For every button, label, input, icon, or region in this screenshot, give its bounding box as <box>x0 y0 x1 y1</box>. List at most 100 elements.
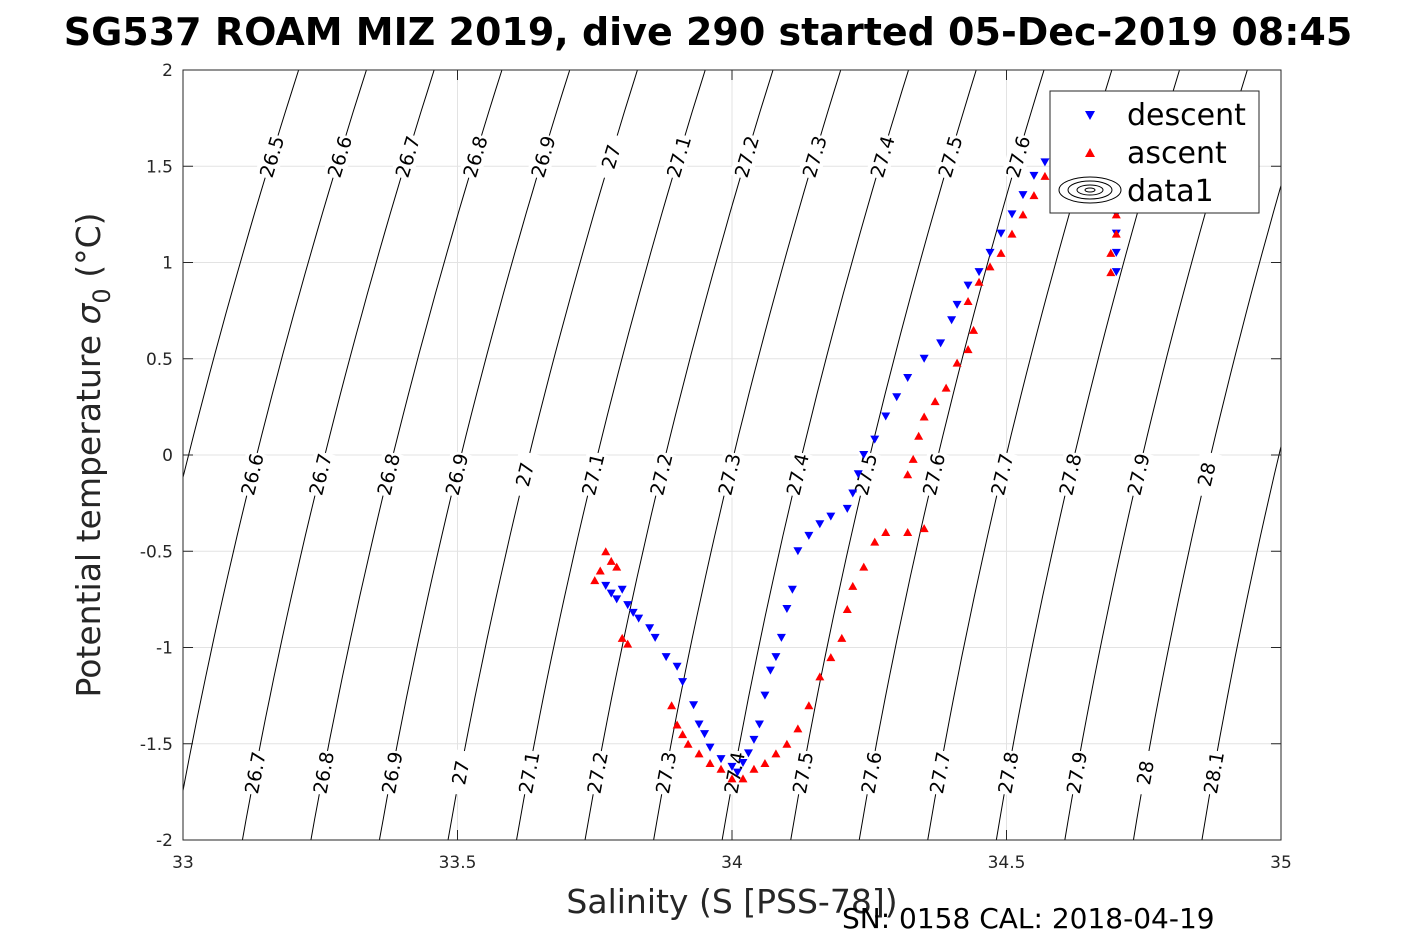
contour-label-gap <box>713 450 745 499</box>
descent-point <box>952 300 962 309</box>
descent-point <box>996 229 1006 238</box>
descent-point <box>804 531 814 540</box>
x-tick-label: 34.5 <box>988 853 1026 873</box>
contour-label-gap <box>1001 132 1035 181</box>
ascent-point <box>919 524 929 533</box>
descent-point <box>936 339 946 348</box>
descent-point <box>623 601 633 610</box>
contour-label-gap <box>576 450 609 499</box>
y-tick-label: -1 <box>156 639 173 659</box>
x-axis-ticks: 33 33.5 34 34.5 35 <box>172 70 1292 873</box>
ascent-point <box>727 774 737 783</box>
chart-title: SG537 ROAM MIZ 2019, dive 290 started 05… <box>64 10 1353 54</box>
descent-point <box>601 581 611 590</box>
ascent-point <box>760 759 770 767</box>
ascent-point <box>672 720 682 729</box>
descent-point <box>826 512 836 521</box>
contour-label-gap <box>650 748 681 797</box>
descent-point <box>903 374 913 382</box>
ascent-point <box>1040 171 1050 180</box>
ascent-point <box>606 556 616 565</box>
descent-point <box>1040 158 1050 167</box>
ascent-point <box>903 528 913 536</box>
descent-point <box>947 316 957 325</box>
descent-point <box>617 585 627 594</box>
contour-label-gap <box>797 132 832 181</box>
contour-label-gap <box>239 748 270 797</box>
ascent-point <box>749 764 759 773</box>
contour-label-gap <box>458 132 492 181</box>
contour-label-gap <box>1054 450 1086 499</box>
y-tick-label: -2 <box>156 831 173 851</box>
y-axis-label-text: Potential temperature <box>69 325 108 698</box>
ascent-point <box>683 739 693 748</box>
ascent-point <box>837 633 847 642</box>
descent-point <box>892 393 902 402</box>
ascent-point <box>826 653 836 662</box>
descent-point <box>628 608 638 617</box>
ascent-point <box>1018 210 1028 219</box>
contour-label-gap <box>787 748 818 797</box>
contour-label-group: 27.4 <box>719 748 750 797</box>
contour-label-gap <box>1198 749 1229 797</box>
descent-point <box>634 614 644 623</box>
descent-point <box>859 451 869 459</box>
ascent-point <box>667 701 677 710</box>
contour-label-gap <box>508 450 541 499</box>
ascent-point <box>623 639 633 648</box>
contour-label-gap <box>322 132 357 181</box>
contour-label-gap <box>933 132 967 181</box>
contour-label-gap <box>856 748 886 797</box>
ascent-point <box>1111 229 1121 238</box>
contour-label: 28 <box>1133 759 1159 787</box>
contour-label-gap <box>729 132 764 181</box>
ascent-point <box>793 724 803 733</box>
ascent-point <box>908 454 918 463</box>
descent-point <box>705 743 715 752</box>
ascent-point <box>969 325 979 334</box>
ascent-point <box>601 547 611 556</box>
y-tick-label: 0.5 <box>146 350 173 370</box>
contour-label-gap <box>661 132 696 181</box>
y-tick-label: -1.5 <box>140 735 173 755</box>
ascent-point <box>716 764 726 773</box>
contour-label-group: 28 <box>1190 450 1223 499</box>
y-tick-label: 1 <box>162 254 173 274</box>
contour-label-gap <box>986 450 1018 499</box>
y-tick-label: -0.5 <box>140 542 173 562</box>
contour-label-gap <box>376 748 407 797</box>
descent-point <box>727 762 737 771</box>
ascent-point <box>1111 210 1121 219</box>
ascent-point <box>914 431 924 440</box>
contour-label-gap <box>254 132 289 181</box>
descent-point <box>700 730 710 739</box>
contour-label-gap <box>1130 749 1160 797</box>
x-axis-label: Salinity (S [PSS-78]) <box>566 882 897 921</box>
ascent-point <box>1106 248 1116 257</box>
descent-point <box>963 281 973 290</box>
ascent-point <box>705 759 715 767</box>
ascent-point <box>612 562 622 571</box>
descent-point <box>1111 248 1121 257</box>
descent-point <box>606 589 616 598</box>
ascent-point <box>996 248 1006 257</box>
y-tick-label: 0 <box>162 446 173 466</box>
ascent-point <box>985 262 995 271</box>
ascent-point <box>963 297 973 305</box>
contour-label-gap <box>304 450 337 499</box>
ascent-point <box>590 576 600 585</box>
contour-label-gap <box>993 748 1023 797</box>
ascent-point <box>738 774 748 783</box>
descent-point <box>645 624 655 633</box>
contour-label-gap <box>849 450 882 499</box>
ascent-point <box>974 277 984 286</box>
contour-label-gap <box>445 748 476 797</box>
descent-point <box>853 470 863 479</box>
ascent-point <box>930 397 940 406</box>
contour-label-gap <box>390 132 425 181</box>
ascent-point <box>963 345 973 354</box>
contour-label-group: 27.9 <box>1122 450 1155 499</box>
descent-point <box>760 691 770 700</box>
descent-point <box>716 755 726 764</box>
descent-point <box>815 520 825 529</box>
